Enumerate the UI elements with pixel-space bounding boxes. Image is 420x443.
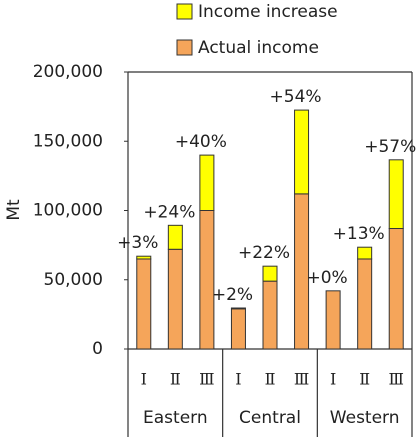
x-tick-label: Ⅱ <box>170 370 181 389</box>
y-tick-label: 50,000 <box>44 270 103 290</box>
bar-segment <box>388 228 404 350</box>
x-tick-label: Ⅲ <box>389 370 404 389</box>
data-label: +13% <box>333 224 385 244</box>
y-tick-label: 100,000 <box>33 201 103 221</box>
bar-segment <box>357 258 373 350</box>
group-label: Eastern <box>143 408 208 428</box>
data-label: +3% <box>117 233 158 253</box>
x-tick-label: Ⅲ <box>199 370 214 389</box>
y-axis-label: Mt <box>4 199 24 221</box>
bar-segment <box>357 246 373 260</box>
bar-segment <box>325 290 341 350</box>
bar-segment <box>230 308 246 350</box>
data-label: +2% <box>212 285 253 305</box>
data-label: +40% <box>175 132 227 152</box>
x-tick-label: Ⅱ <box>265 370 276 389</box>
legend-swatch <box>176 39 193 56</box>
data-label: +22% <box>238 243 290 263</box>
x-tick-label: Ⅰ <box>330 370 336 389</box>
group-label: Western <box>330 408 400 428</box>
bar-segment <box>167 248 183 350</box>
bar-segment <box>136 255 152 260</box>
data-label: +24% <box>143 202 195 222</box>
bar-segment <box>199 154 215 212</box>
bar-segment <box>262 265 278 282</box>
y-tick-label: 0 <box>92 339 103 359</box>
x-tick-label: Ⅱ <box>359 370 370 389</box>
x-tick-label: Ⅰ <box>141 370 147 389</box>
bar-segment <box>388 159 404 230</box>
x-tick-label: Ⅲ <box>294 370 309 389</box>
bar-segment <box>294 109 310 195</box>
y-tick-label: 200,000 <box>33 62 103 82</box>
x-tick-label: Ⅰ <box>235 370 241 389</box>
legend-label: Actual income <box>198 38 319 58</box>
group-label: Central <box>239 408 301 428</box>
data-label: +0% <box>307 268 348 288</box>
y-tick-label: 150,000 <box>33 131 103 151</box>
legend-label: Income increase <box>198 2 338 22</box>
legend-swatch <box>176 3 193 20</box>
bar-segment <box>230 307 246 310</box>
bar-segment <box>199 210 215 350</box>
data-label: +57% <box>364 137 416 157</box>
bar-segment <box>167 224 183 250</box>
bar-segment <box>136 258 152 350</box>
data-label: +54% <box>270 87 322 107</box>
bar-segment <box>262 280 278 350</box>
